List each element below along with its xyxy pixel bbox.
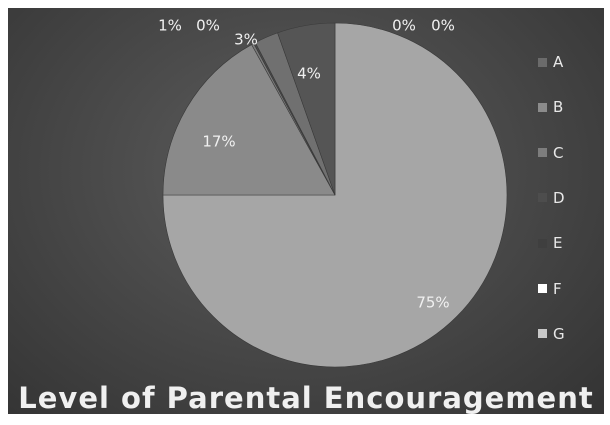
data-label-5: 3% <box>234 31 258 49</box>
legend-item-a: A <box>538 52 563 72</box>
pie-slice-2 <box>162 44 336 196</box>
data-label-8: 0% <box>431 17 455 35</box>
legend-label: F <box>553 279 562 298</box>
legend-item-e: E <box>538 233 562 253</box>
data-label-4: 0% <box>196 17 220 35</box>
legend-label: D <box>553 188 565 207</box>
legend-item-d: D <box>538 188 565 208</box>
pie-slice-6 <box>277 22 336 196</box>
legend-label: E <box>553 234 563 253</box>
data-label-1: 75% <box>416 294 449 312</box>
data-label-3: 1% <box>158 17 182 35</box>
legend-item-c: C <box>538 143 563 163</box>
legend-swatch <box>538 57 547 67</box>
legend-swatch <box>538 238 547 248</box>
legend-swatch <box>538 148 547 158</box>
legend-item-g: G <box>538 324 565 344</box>
legend-item-f: F <box>538 279 562 299</box>
legend-swatch <box>538 102 547 112</box>
chart-title: Level of Parental Encouragement <box>18 381 594 415</box>
legend-label: C <box>553 143 564 162</box>
legend-label: B <box>553 98 564 117</box>
data-label-6: 4% <box>297 65 321 83</box>
legend-swatch <box>538 284 547 293</box>
legend-swatch <box>538 329 547 339</box>
legend-label: A <box>553 53 564 71</box>
legend-swatch <box>538 193 547 203</box>
data-label-7: 0% <box>392 17 416 35</box>
legend-label: G <box>553 324 565 343</box>
data-label-2: 17% <box>202 133 235 151</box>
legend-item-b: B <box>538 97 563 117</box>
